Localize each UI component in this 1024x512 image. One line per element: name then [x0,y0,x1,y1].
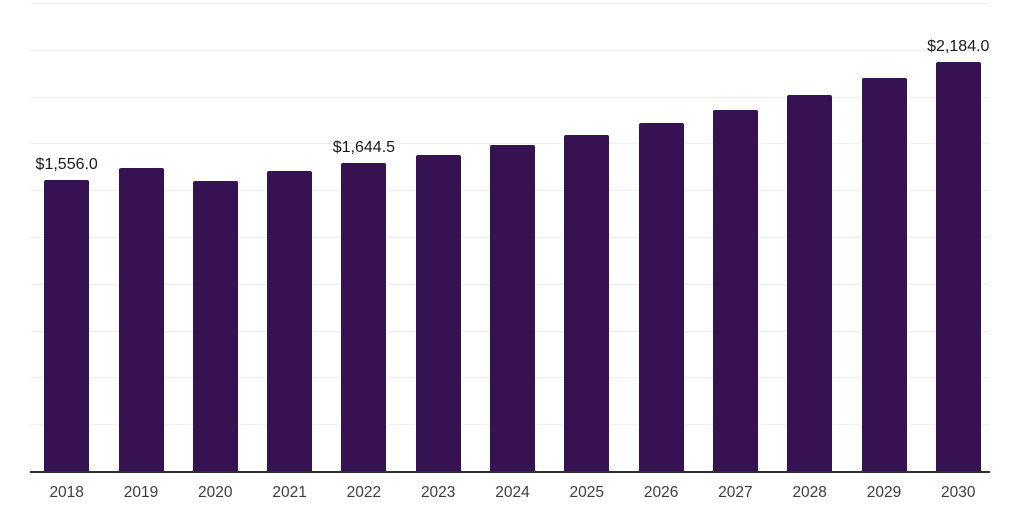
x-tick-label-2023: 2023 [420,484,456,501]
bar-2027 [712,109,758,471]
value-label-2022: $1,644.5 [332,139,396,157]
bar-2019 [118,167,164,471]
value-label-2018: $1,556.0 [35,155,98,173]
x-tick-label-2024: 2024 [495,484,530,501]
x-axis-line [30,471,990,473]
x-tick-label-2018: 2018 [49,484,84,501]
x-tick-label-2029: 2029 [866,484,902,501]
bar-2026 [638,122,684,471]
x-tick-label-2026: 2026 [643,484,679,501]
value-label-2030: $2,184.0 [927,38,990,56]
bar-2025 [564,134,610,471]
x-tick-label-2025: 2025 [569,484,605,501]
x-tick-label-2020: 2020 [198,484,233,501]
gridline-2250 [30,49,990,51]
gridline-2000 [30,96,990,98]
bar-2021 [267,171,313,471]
bar-2023 [415,154,461,471]
x-tick-label-2021: 2021 [272,484,307,501]
x-tick-label-2019: 2019 [123,484,159,501]
gridline-1750 [30,143,990,145]
x-tick-label-2027: 2027 [718,484,753,501]
bar-2018 [44,179,90,471]
bar-2030 [935,62,981,471]
x-tick-label-2028: 2028 [792,484,827,501]
bar-2029 [861,77,907,471]
bar-2028 [787,94,833,471]
x-tick-label-2030: 2030 [941,484,976,501]
x-tick-label-2022: 2022 [346,484,382,501]
gridline-2500 [30,3,990,4]
bar-2024 [490,145,535,471]
bar-2020 [192,180,238,471]
bar-2022 [341,163,387,471]
